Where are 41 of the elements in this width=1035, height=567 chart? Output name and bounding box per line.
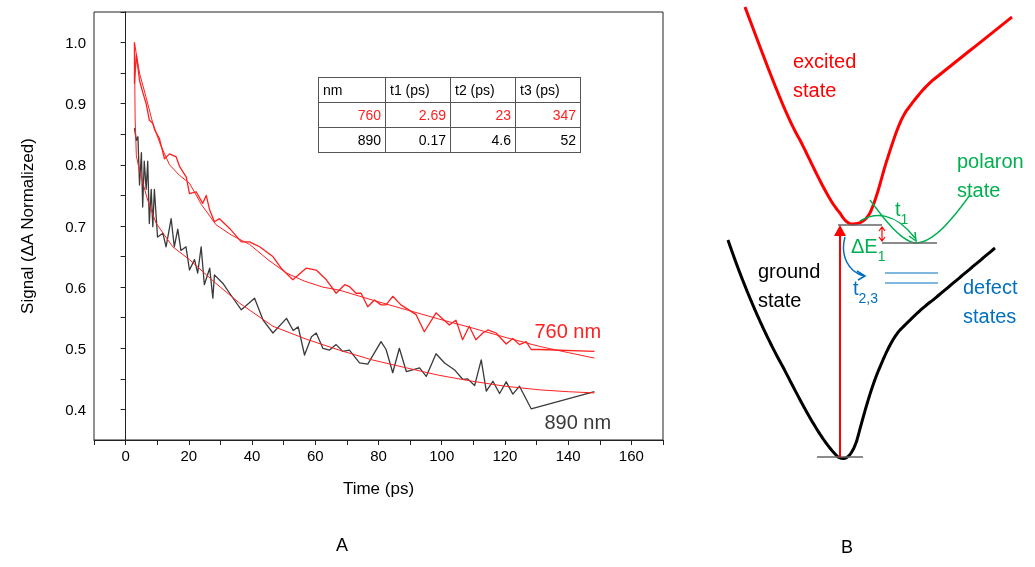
annotation: 4.6 (450, 127, 516, 153)
text: excited state (793, 50, 857, 101)
y-axis-title: Signal (ΔA Normalized) (18, 138, 37, 314)
annotation: 0.17 (385, 127, 451, 153)
text: t$_{2,3}$ (853, 277, 879, 306)
text: ΔE$_{1}$ (851, 235, 886, 264)
x-axis-title: Time (ps) (342, 479, 415, 498)
x-tick-label: 0 (121, 447, 130, 464)
annotation: 2.69 (385, 102, 451, 128)
x-tick-label: 160 (618, 447, 644, 464)
y-tick-label: 0.8 (65, 156, 86, 174)
annotation: 23 (450, 102, 516, 128)
annotation: 52 (515, 127, 581, 153)
y-tick-label: 0.9 (65, 95, 86, 113)
x-tick-label: 80 (370, 447, 387, 464)
text: ground state (758, 260, 821, 311)
annotation: 760 (318, 102, 386, 128)
x-tick-label: 120 (492, 447, 518, 464)
annotation: 890 (318, 127, 386, 153)
x-tick-label: 20 (180, 447, 198, 464)
text: A (336, 535, 349, 556)
annotation: t3 (ps) (515, 77, 581, 103)
y-tick-label: 1.0 (65, 34, 86, 52)
x-tick-label: 100 (429, 447, 455, 464)
annotation: 347 (515, 102, 581, 128)
y-tick-label: 0.6 (65, 278, 86, 296)
y-tick-label: 0.7 (65, 217, 86, 235)
x-tick-label: 140 (555, 447, 581, 464)
series-label: 890 nm (544, 410, 612, 433)
y-tick-label: 0.4 (65, 400, 86, 418)
annotation: t1 (ps) (385, 77, 451, 103)
x-tick-label: 60 (306, 447, 324, 464)
y-tick-label: 0.5 (65, 339, 86, 357)
text: t$_{1}$ (895, 198, 909, 227)
annotation: t2 (ps) (450, 77, 516, 103)
text: B (841, 537, 854, 557)
series-label: 760 nm (534, 320, 602, 343)
text: defect states (963, 276, 1018, 327)
x-tick-label: 40 (243, 447, 261, 464)
annotation: nm (318, 77, 386, 103)
text: polaron state (957, 150, 1024, 201)
